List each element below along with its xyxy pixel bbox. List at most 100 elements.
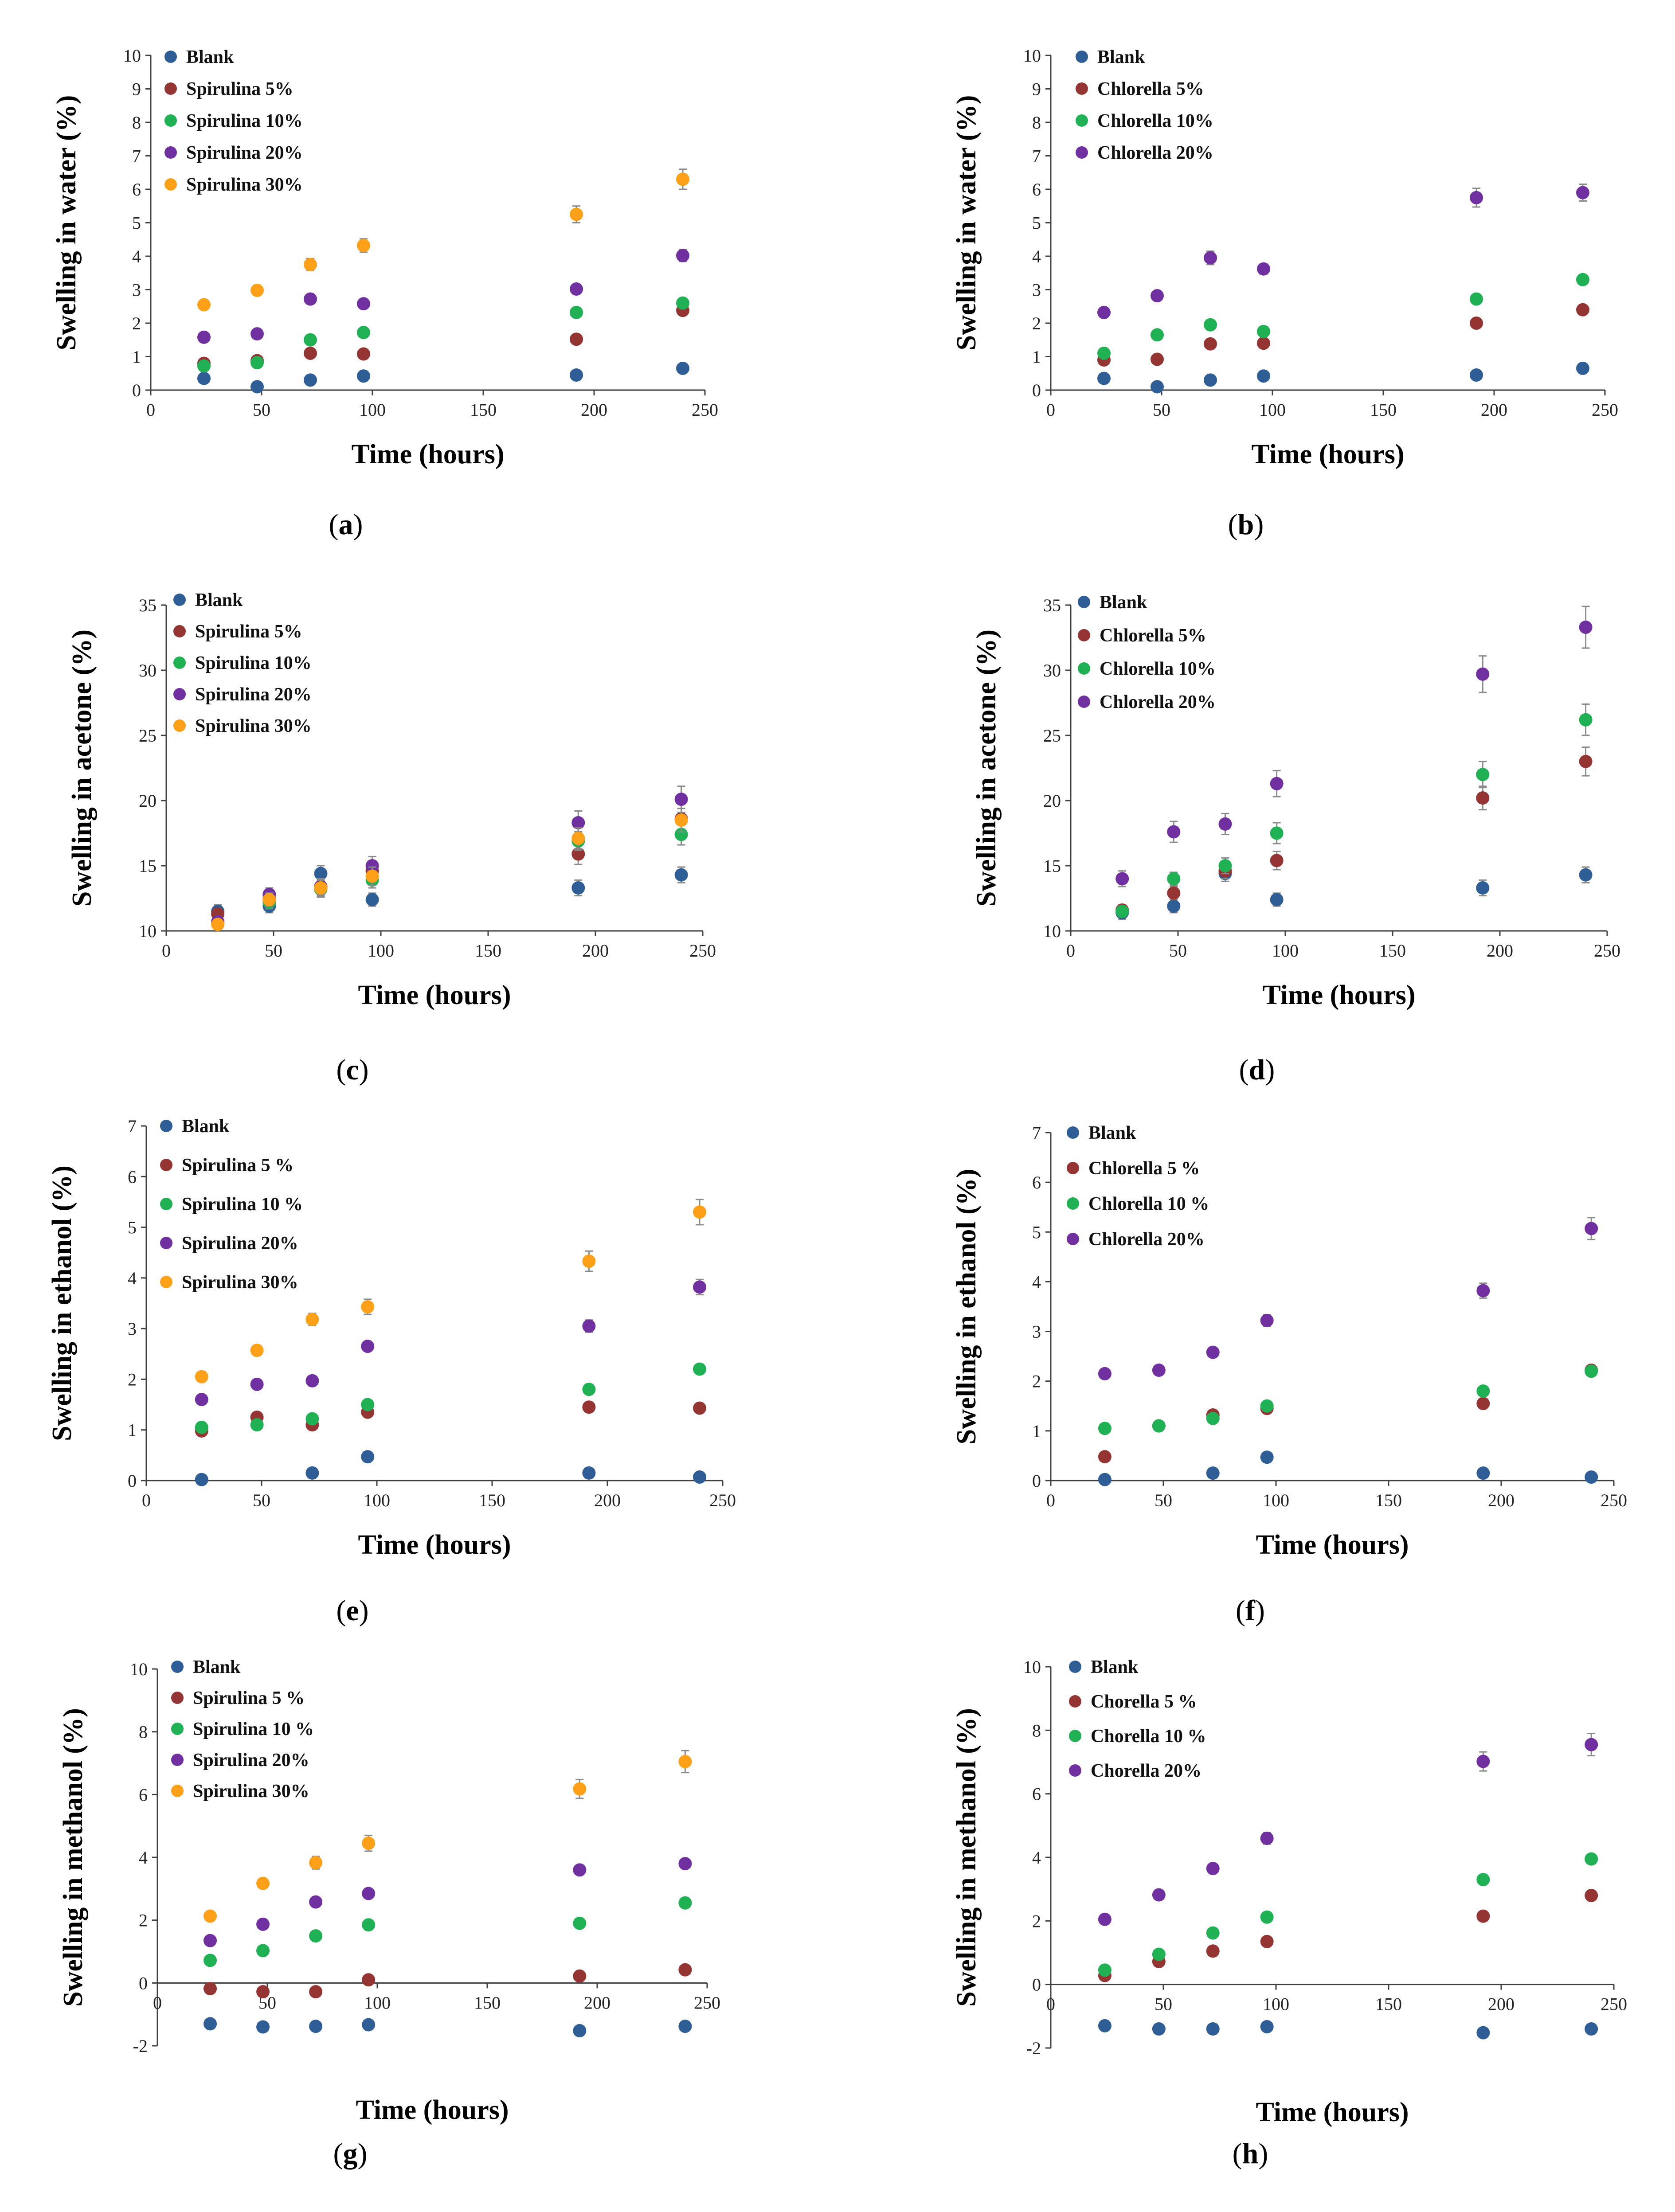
legend-label: Spirulina 10 % [182, 1194, 303, 1215]
x-tick-label: 0 [162, 941, 171, 961]
y-tick-label: 1 [1032, 347, 1041, 367]
series-10 [197, 296, 689, 373]
legend-marker [173, 625, 186, 637]
x-tick-label: 50 [253, 1490, 270, 1510]
data-point [1576, 303, 1589, 317]
x-tick-label: 0 [1066, 941, 1075, 961]
legend-label: Spirulina 30% [195, 716, 312, 736]
data-point [693, 1205, 706, 1219]
y-tick-label: 3 [132, 280, 141, 300]
legend-marker [1078, 629, 1090, 641]
legend-label: Blank [1091, 1657, 1139, 1677]
y-tick-label: 10 [1023, 46, 1041, 66]
data-point [693, 1362, 706, 1376]
data-point [1257, 369, 1270, 383]
data-point [674, 793, 688, 806]
legend-marker [1078, 596, 1090, 608]
data-point [1152, 2022, 1166, 2036]
data-point [1152, 1419, 1166, 1433]
panel-label: (g) [333, 2138, 368, 2170]
data-point [573, 1863, 587, 1877]
data-point [1476, 1755, 1490, 1768]
data-point [1167, 825, 1181, 839]
panel-label: (h) [1233, 2138, 1268, 2170]
data-point [1218, 817, 1232, 831]
data-point [204, 1982, 217, 1996]
x-tick-label: 150 [1379, 941, 1406, 961]
data-point [1476, 768, 1490, 782]
y-tick-label: 4 [128, 1268, 137, 1288]
x-tick-label: 50 [265, 941, 282, 961]
data-point [1579, 620, 1593, 634]
x-axis-title: Time (hours) [358, 1530, 511, 1560]
y-axis-title: Swelling in acetone (%) [971, 629, 1002, 907]
data-point [1098, 1367, 1111, 1380]
data-point [678, 1896, 692, 1910]
legend-marker [1076, 114, 1088, 127]
y-tick-label: 1 [132, 347, 141, 367]
data-point [1151, 380, 1164, 394]
data-point [1476, 2026, 1490, 2040]
data-point [1585, 1470, 1598, 1484]
data-point [674, 813, 688, 827]
x-axis-title: Time (hours) [1256, 1530, 1409, 1560]
legend-marker [1076, 51, 1088, 63]
data-point [250, 1344, 264, 1357]
data-point [570, 332, 583, 346]
data-point [676, 296, 689, 310]
data-point [361, 1398, 375, 1411]
series-20 [1097, 184, 1589, 319]
series-Blank [195, 1450, 706, 1486]
x-axis-title: Time (hours) [1251, 439, 1404, 469]
series-30 [211, 808, 688, 931]
y-tick-label: 1 [128, 1420, 137, 1440]
legend-marker [164, 51, 177, 63]
data-point [1097, 346, 1111, 360]
data-point [250, 284, 264, 297]
legend-marker [173, 594, 186, 606]
legend-marker [1067, 1197, 1079, 1210]
x-tick-label: 0 [1046, 400, 1055, 420]
legend-label: Spirulina 30% [182, 1272, 298, 1293]
y-tick-label: 10 [123, 46, 141, 66]
panel-label: (e) [336, 1595, 368, 1627]
data-point [1476, 1284, 1490, 1297]
y-tick-label: 2 [139, 1911, 148, 1931]
data-point [1206, 1466, 1220, 1480]
legend-marker [160, 1198, 172, 1210]
legend-label: Blank [186, 47, 234, 67]
data-point [1470, 292, 1483, 306]
data-point [570, 207, 583, 221]
data-point [361, 1340, 375, 1353]
x-axis-title: Time (hours) [1262, 980, 1415, 1010]
panel-label: (b) [1228, 508, 1264, 541]
y-tick-label: 7 [1032, 1123, 1041, 1143]
panel-label: (c) [336, 1054, 368, 1086]
data-point [1151, 328, 1164, 342]
data-point [573, 1969, 587, 1983]
data-point [582, 1466, 596, 1480]
y-tick-label: 5 [128, 1218, 137, 1238]
y-tick-label: 20 [139, 791, 157, 811]
data-point [1270, 854, 1284, 868]
data-point [582, 1255, 596, 1268]
series-5 [195, 1400, 706, 1438]
y-tick-label: 10 [1043, 921, 1061, 941]
chart-panel-d: 10 15 20 25 30 35 0 50 100 150 200 250 Time (hours) S… [971, 592, 1620, 1086]
series-20 [1098, 1217, 1598, 1380]
chart-panel-f: 0 1 2 3 4 5 6 7 0 50 100 150 200 250 Time (hours) Swell… [951, 1123, 1627, 1627]
data-point [362, 2018, 376, 2032]
y-tick-label: 9 [132, 79, 141, 99]
data-point [304, 292, 317, 306]
y-tick-label: 10 [130, 1659, 148, 1679]
data-point [1260, 1910, 1274, 1924]
legend-label: Chlorella 10% [1097, 111, 1213, 131]
legend-label: Chlorella 10 % [1088, 1194, 1209, 1214]
data-point [250, 380, 264, 394]
x-tick-label: 150 [474, 1993, 501, 2013]
y-tick-label: 5 [1032, 213, 1041, 233]
legend-marker [1078, 696, 1090, 708]
legend-label: Chorella 10 % [1091, 1726, 1206, 1747]
